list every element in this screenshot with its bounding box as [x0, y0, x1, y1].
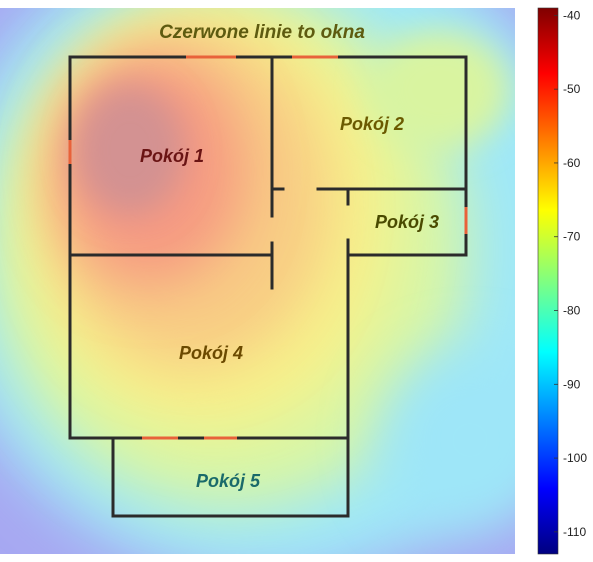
colorbar-tick-label: -80 — [563, 304, 581, 318]
colorbar-tick-label: -70 — [563, 230, 581, 244]
colorbar-gradient — [537, 7, 559, 555]
colorbar-tick-label: -50 — [563, 82, 581, 96]
colorbar-tick-label: -90 — [563, 377, 581, 391]
colorbar-tick-label: -40 — [563, 8, 581, 22]
colorbar: -40 -50 -60 -70 -80 -90 -100 -110 — [537, 7, 587, 555]
windows — [68, 55, 468, 440]
room-label-5: Pokój 5 — [196, 471, 261, 491]
colorbar-tick-label: -100 — [563, 451, 587, 465]
room-label-2: Pokój 2 — [340, 114, 404, 134]
colorbar-ticks: -40 -50 -60 -70 -80 -90 -100 -110 — [554, 8, 587, 539]
colorbar-tick-label: -60 — [563, 156, 581, 170]
room-label-4: Pokój 4 — [179, 343, 243, 363]
map-title: Czerwone linie to okna — [159, 22, 365, 43]
colorbar-tick-label: -110 — [563, 525, 586, 539]
room-label-3: Pokój 3 — [375, 212, 439, 232]
room-label-1: Pokój 1 — [140, 146, 204, 166]
